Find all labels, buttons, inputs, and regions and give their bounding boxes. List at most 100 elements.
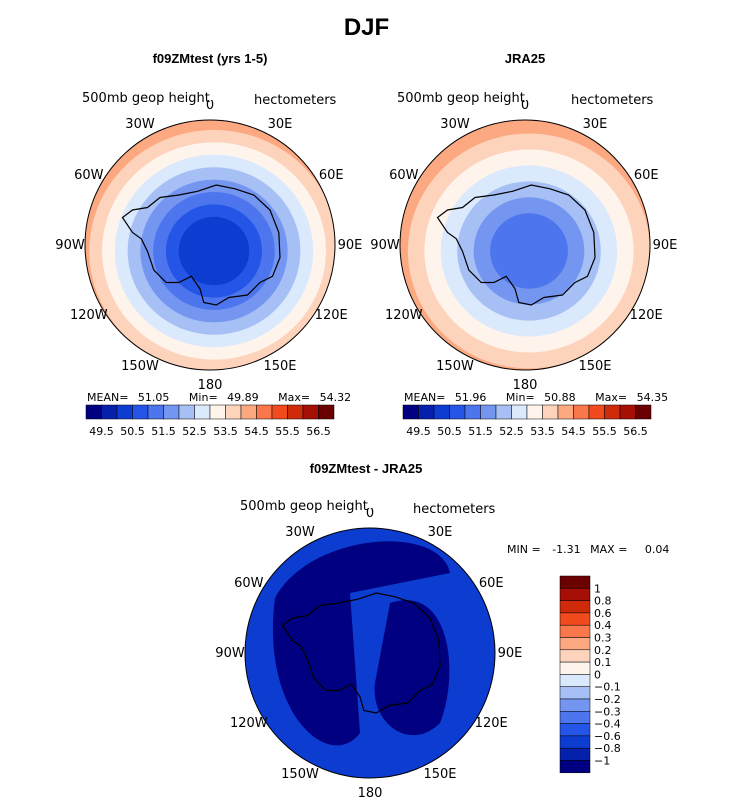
colorbar-tick-label: 55.5 [592, 425, 617, 438]
colorbar-tick-label: 54.5 [561, 425, 586, 438]
mean-value: 51.96 [454, 391, 487, 404]
colorbar-tick-label: 52.5 [182, 425, 207, 438]
panel-title-model: f09ZMtest (yrs 1-5) [152, 51, 268, 66]
variable-label: 500mb geop height [82, 91, 210, 106]
contour-band-neg-1 [272, 541, 450, 746]
max-value: 0.04 [644, 543, 670, 556]
colorbar-swatch [464, 404, 481, 420]
longitude-label: 90W [370, 238, 400, 253]
longitude-label: 30E [583, 117, 608, 132]
colorbar-swatch [604, 404, 621, 420]
max-value: 54.32 [319, 391, 352, 404]
colorbar-swatch [147, 404, 164, 420]
polar-map-diff: 0 30E 60E 90E 120E 150E 180 150W 120W 90W 60W 30W [215, 508, 523, 798]
colorbar-swatch [559, 624, 591, 638]
longitude-label: 30W [125, 117, 155, 132]
max-label: MAX = [590, 543, 628, 556]
colorbar-tick-label: −0.6 [594, 730, 621, 743]
colorbar-swatch [240, 404, 257, 420]
colorbar-diff: 10.80.60.40.30.20.10−0.1−0.2−0.3−0.4−0.6… [559, 575, 621, 774]
stats-line: MEAN= 51.05 Min= 49.89 Max= 54.32 [87, 391, 351, 404]
units-label: hectometers [571, 93, 654, 108]
colorbar-obs: 49.5 50.5 51.5 52.5 53.5 54.5 55.5 56.5 [402, 404, 652, 438]
colorbar-swatch [559, 612, 591, 626]
longitude-label: 120W [230, 716, 268, 731]
colorbar-swatch [557, 404, 574, 420]
colorbar-swatch [194, 404, 211, 420]
colorbar-swatch [559, 711, 591, 724]
colorbar-tick-label: 0.4 [594, 619, 612, 632]
longitude-label: 30W [285, 525, 315, 540]
longitude-label: 90E [498, 646, 523, 661]
colorbar-tick-label: −0.8 [594, 742, 621, 755]
max-label: Max= [278, 391, 311, 404]
colorbar-swatch [559, 723, 591, 737]
colorbar-tick-label: 56.5 [306, 425, 331, 438]
units-label: hectometers [254, 93, 337, 108]
longitude-label: 90E [653, 238, 678, 253]
antarctica-outline [281, 592, 441, 714]
stats-line: MEAN= 51.96 Min= 50.88 Max= 54.35 [404, 391, 668, 404]
min-value: -1.31 [552, 543, 581, 556]
min-label: MIN = [507, 543, 541, 556]
colorbar-tick-label: 54.5 [244, 425, 269, 438]
map-fill [85, 120, 335, 370]
colorbar-swatch [433, 404, 450, 420]
colorbar-swatch [163, 404, 180, 420]
minmax-line: MIN = -1.31 MAX = 0.04 [507, 543, 669, 556]
colorbar-tick-label: 52.5 [499, 425, 524, 438]
figure-title: DJF [343, 14, 390, 41]
map-fill [400, 120, 650, 370]
min-value: 49.89 [227, 391, 259, 404]
colorbar-swatch [318, 404, 335, 420]
longitude-label: 150E [263, 359, 296, 374]
colorbar-swatch [85, 404, 102, 420]
colorbar-swatch [635, 404, 652, 420]
longitude-label: 90W [215, 646, 245, 661]
mean-label: MEAN= [87, 391, 129, 404]
colorbar-swatch [559, 686, 591, 700]
longitude-label: 0 [366, 508, 374, 521]
colorbar-swatch [132, 404, 149, 420]
colorbar-swatch [559, 760, 591, 774]
min-value: 50.88 [544, 391, 576, 404]
colorbar-model: 49.5 50.5 51.5 52.5 53.5 54.5 55.5 56.5 [85, 404, 335, 438]
longitude-label: 60W [389, 168, 419, 183]
colorbar-swatch [402, 404, 419, 420]
colorbar-swatch [116, 404, 133, 420]
antarctica-outline [121, 184, 281, 306]
contour-band-51 [490, 213, 568, 289]
colorbar-tick-label: 0.1 [594, 656, 612, 669]
colorbar-tick-label: 53.5 [530, 425, 555, 438]
colorbar-swatch [559, 637, 591, 651]
colorbar-tick-label: −1 [594, 755, 610, 768]
map-border [84, 119, 336, 371]
contour-band-50 [178, 216, 250, 286]
antarctica-outline [436, 184, 596, 306]
colorbar-swatch [559, 735, 591, 749]
colorbar-tick-label: 49.5 [406, 425, 431, 438]
mean-label: MEAN= [404, 391, 446, 404]
longitude-label: 150W [281, 767, 319, 782]
colorbar-swatch [526, 404, 543, 420]
colorbar-tick-label: −0.3 [594, 705, 621, 718]
colorbar-swatch [271, 404, 288, 420]
variable-label: 500mb geop height [240, 499, 368, 514]
colorbar-swatch [588, 404, 605, 420]
mean-value: 51.05 [137, 391, 170, 404]
colorbar-swatch [480, 404, 497, 420]
longitude-label: 60E [319, 168, 344, 183]
colorbar-tick-label: 51.5 [468, 425, 493, 438]
colorbar-tick-label: 0 [594, 668, 601, 681]
longitude-label: 60W [74, 168, 104, 183]
longitude-label: 30E [268, 117, 293, 132]
map-border [244, 527, 496, 779]
panel-title-diff: f09ZMtest - JRA25 [309, 461, 423, 476]
colorbar-swatch [559, 661, 591, 675]
polar-map-obs: 0 30E 60E 90E 120E 150E 180 150W 120W 90W 60W 30W [370, 100, 678, 390]
colorbar-swatch [418, 404, 435, 420]
colorbar-tick-label: −0.2 [594, 693, 621, 706]
longitude-label: 0 [521, 100, 529, 113]
longitude-label: 90E [338, 238, 363, 253]
longitude-label: 120W [70, 308, 108, 323]
